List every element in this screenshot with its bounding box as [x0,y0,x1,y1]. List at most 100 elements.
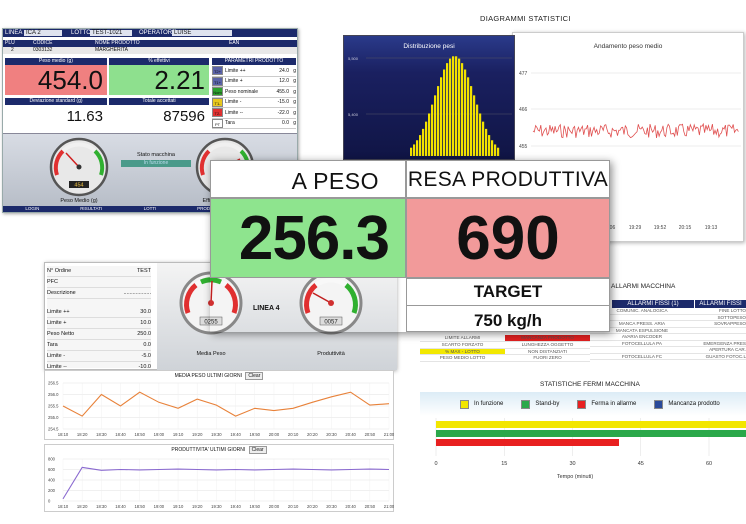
media-peso-readout: 0255 [204,320,218,326]
tab-lotti[interactable]: LOTTI [143,206,157,211]
param-row: T1+ Limite + 12.0 g [212,76,296,87]
stops-legend-item: Mancanza prodotto [654,399,720,409]
param-unit: g [293,99,296,106]
order-field-row: PFC [47,277,151,288]
order-field-value: -5.0 [141,353,151,359]
weight-gauge-readout: 454 [74,183,83,189]
alarm-cell: MANCA PRESS. ARIA [590,321,694,328]
histogram-bar [485,128,488,156]
order-field-row: N° Ordine TEST [47,266,151,277]
param-row: T2+ Limite ++ 24.0 g [212,66,296,77]
prod-clear-button[interactable]: Clear [248,446,267,454]
histogram-bar [428,113,431,156]
histogram-bar [461,63,464,156]
produttivita-label: Produttività [317,351,345,357]
big-left-label: A PESO [291,168,379,194]
alarm-row: COMUNIC. ANALOGICA FINE LOTTO [590,308,746,315]
alarm-left-cell: SCARTO FORZATO [420,342,505,349]
line-chart-y-tick: 477 [519,71,528,77]
order-field-row: Tara 0.0 [47,340,151,351]
order-field-value: 30.0 [140,309,151,315]
stops-legend-swatch [521,399,531,409]
alarm-cell: SOTTOPESO [694,315,746,321]
media-clear-button[interactable]: Clear [245,372,264,380]
histogram-bar [419,135,422,156]
small-chart-x-tick: 19:40 [230,432,241,437]
line4-panel: N° Ordine TEST PFC Descrizione.............… [44,262,397,373]
line-chart-x-tick: 20:15 [679,225,692,231]
alarm-row: AVARIA ENCODER [590,334,746,341]
effettivi-value: 2.21 [109,65,209,95]
histogram-bar [476,104,479,156]
alarm-left-cell: LUNGHEZZA OGGETTO [505,342,590,349]
histogram-bar [443,69,446,156]
target-label: TARGET [407,282,609,306]
alarm-cell: AVARIA ENCODER [590,334,694,341]
histogram-chart: 5,500 5,400 [348,56,512,156]
histogram-bar [449,58,452,156]
small-chart-x-tick: 21:00 [384,432,395,437]
histogram-bar [422,128,425,156]
small-chart-x-tick: 19:50 [250,432,261,437]
small-chart-x-tick: 20:50 [365,432,376,437]
alarm-cell: EMERGENZA PRES [694,341,746,347]
param-tag: T1- [212,97,223,107]
stops-legend-label: Mancanza prodotto [668,401,720,407]
alarm-row: FOTOCELLULA PA EMERGENZA PRES [590,341,746,347]
param-unit: g [293,88,296,95]
stops-legend-label: In funzione [474,401,504,407]
plu-row[interactable]: 2 0303132 MARGHERITA [3,47,297,54]
param-unit: g [293,109,296,116]
param-tag: Nom [212,87,223,97]
stops-legend-item: Ferma in allarme [577,399,636,409]
histogram-bar [494,144,497,156]
small-chart-x-tick: 19:30 [211,432,222,437]
tab-risultati[interactable]: RISULTATI [80,206,103,211]
histogram-bar [416,140,419,156]
order-field-row: Limite ++ 30.0 [47,307,151,318]
alarms-col2-header: ALLARMI FISSI [695,300,746,308]
order-field-value: 10.0 [140,320,151,326]
alarm-left-cell: FUORI ZERO [505,355,590,363]
line-chart-y-tick: 455 [519,144,528,150]
order-field-label: PFC [47,279,58,285]
histogram-bar [473,95,476,156]
param-unit: g [293,78,296,85]
histogram-bar [491,140,494,156]
small-chart-x-tick: 19:20 [192,432,203,437]
small-chart-x-tick: 20:20 [307,432,318,437]
dev-value: 11.63 [5,105,107,129]
small-chart-x-tick: 18:10 [58,504,69,509]
alarm-row: SOTTOPESO [590,315,746,321]
histogram-y-tick: 5,500 [348,56,359,61]
param-row: Nom Peso nominale 455.0 g [212,87,296,98]
alarm-cell: SOVRAPPESO [694,321,746,328]
histogram-bar [497,147,500,156]
histogram-bar [425,121,428,156]
order-field-label: Peso Netto [47,331,75,337]
order-field-label: Limite - [47,353,66,359]
param-value: 24.0 [279,67,289,74]
alarm-left-row: LIMITE ALLARMI MANCANZA PRODOTTO [420,335,590,342]
small-chart-x-tick: 20:00 [269,504,280,509]
media-peso-chart: 256.5 256.0 255.5 255.0 254.518:10 18:20 18:30… [48,381,395,438]
order-field-value: 250.0 [137,331,151,337]
lotto-key: LOTTO [71,30,91,36]
line4-gauge-area: 0255 Media Peso LINEA 4 0057 Produttivit… [157,263,397,370]
line-chart-x-tick: 19:52 [654,225,667,231]
histogram-bar [452,56,455,156]
produttivita-chart-panel: PRODUTTIVITA' ULTIMI GIORNI Clear 800 600… [44,444,395,512]
histogram-bar [467,77,470,156]
histogram-title: Distribuzione pesi [403,43,455,50]
media-peso-label: Media Peso [196,351,226,357]
media-peso-gauge: 0255 [179,271,243,335]
target-value: 750 kg/h [473,311,543,330]
stats-header: DIAGRAMMI STATISTICI [480,14,571,23]
tab-prodotti[interactable]: PRODOTTI [197,206,221,211]
operatore-value: LUISE [172,30,232,36]
stops-legend-label: Stand-by [535,401,560,407]
small-chart-x-tick: 20:00 [269,432,280,437]
tab-login[interactable]: LOGIN [25,206,40,211]
small-chart-y-tick: 200 [48,488,56,493]
order-field-row: Peso Netto 250.0 [47,329,151,340]
